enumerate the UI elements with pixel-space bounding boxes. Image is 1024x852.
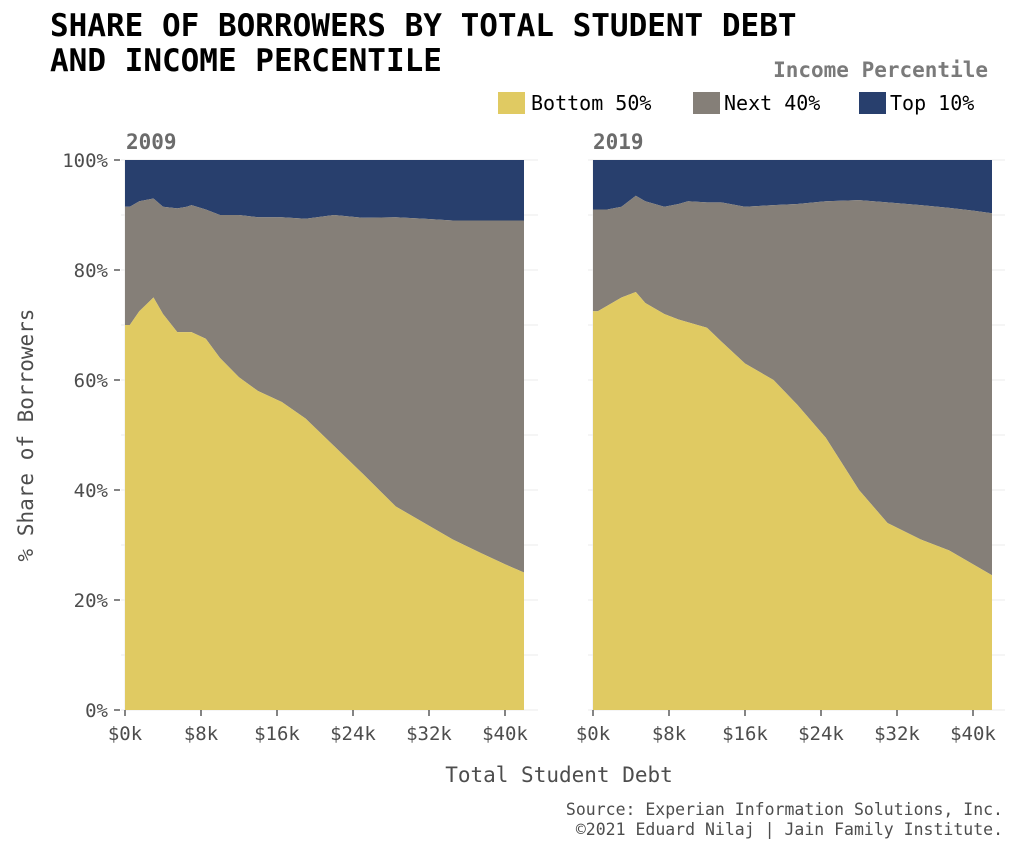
area-next-40 — [125, 198, 524, 573]
area-top-10 — [125, 160, 524, 221]
x-tick-label: $16k — [254, 723, 300, 745]
y-tick-label: 80% — [74, 260, 109, 282]
x-tick-label: $32k — [406, 723, 452, 745]
area-bottom-50 — [125, 297, 524, 710]
legend-label-bottom-50: Bottom 50% — [531, 91, 651, 115]
y-tick-label: 100% — [62, 150, 108, 172]
y-axis-label: % Share of Borrowers — [14, 309, 38, 562]
area-next-40 — [593, 195, 992, 576]
legend-swatch-bottom-50 — [498, 92, 525, 114]
legend-label-top-10: Top 10% — [890, 91, 974, 115]
chart-title-line-1: SHARE OF BORROWERS BY TOTAL STUDENT DEBT — [50, 8, 797, 44]
legend-label-next-40: Next 40% — [724, 91, 820, 115]
panel-2009: 2009 $0k $8k $16k $24k $32k $40k — [108, 130, 538, 745]
legend-swatch-top-10 — [859, 92, 886, 114]
y-axis: 0% 20% 40% 60% 80% 100% — [62, 150, 120, 722]
caption-source: Source: Experian Information Solutions, … — [566, 800, 1003, 819]
x-tick-label: $40k — [482, 723, 528, 745]
x-tick-label: $8k — [184, 723, 219, 745]
panel-title: 2019 — [593, 130, 644, 154]
x-tick-label: $40k — [950, 723, 996, 745]
x-tick-label: $24k — [798, 723, 844, 745]
legend-title: Income Percentile — [773, 58, 988, 82]
x-tick-label: $8k — [652, 723, 687, 745]
area-bottom-50 — [593, 292, 992, 710]
legend: Bottom 50% Next 40% Top 10% — [498, 91, 974, 115]
area-top-10 — [593, 160, 992, 214]
x-tick-label: $0k — [576, 723, 611, 745]
y-tick-label: 40% — [74, 480, 109, 502]
y-tick-label: 0% — [85, 700, 108, 722]
x-axis-label: Total Student Debt — [445, 763, 673, 787]
panel-title: 2009 — [126, 130, 177, 154]
y-tick-label: 20% — [74, 590, 109, 612]
legend-swatch-next-40 — [693, 92, 720, 114]
x-tick-label: $32k — [874, 723, 920, 745]
chart-title-line-2: AND INCOME PERCENTILE — [50, 43, 442, 79]
panel-2019: 2019 $0k $8k $16k $24k $32k $40k — [576, 130, 1005, 745]
y-tick-label: 60% — [74, 370, 109, 392]
caption-copyright: ©2021 Eduard Nilaj | Jain Family Institu… — [576, 820, 1003, 839]
x-tick-label: $0k — [108, 723, 143, 745]
x-tick-label: $24k — [330, 723, 376, 745]
x-tick-label: $16k — [722, 723, 768, 745]
